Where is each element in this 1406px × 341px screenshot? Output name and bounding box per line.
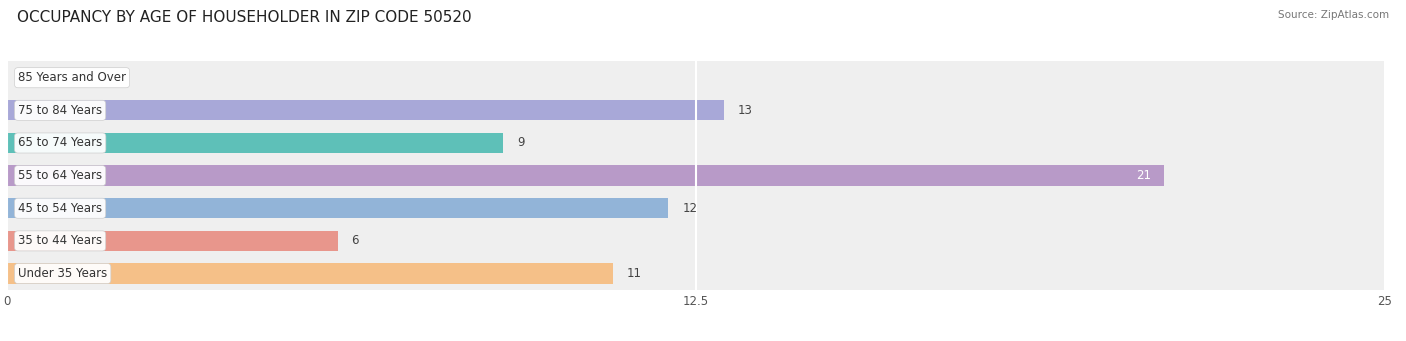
Text: 21: 21 <box>1136 169 1150 182</box>
Bar <box>7 133 503 153</box>
Text: 35 to 44 Years: 35 to 44 Years <box>18 234 103 247</box>
Text: 11: 11 <box>627 267 643 280</box>
Text: 12: 12 <box>682 202 697 215</box>
Text: 13: 13 <box>737 104 752 117</box>
Text: 6: 6 <box>352 234 359 247</box>
Text: 65 to 74 Years: 65 to 74 Years <box>18 136 103 149</box>
Bar <box>7 127 1385 159</box>
Text: 9: 9 <box>517 136 524 149</box>
Bar <box>7 159 1385 192</box>
Bar <box>7 100 724 120</box>
Text: Source: ZipAtlas.com: Source: ZipAtlas.com <box>1278 10 1389 20</box>
Bar <box>7 192 1385 225</box>
Text: 55 to 64 Years: 55 to 64 Years <box>18 169 103 182</box>
Bar <box>7 94 1385 127</box>
Bar <box>7 257 1385 290</box>
Text: 75 to 84 Years: 75 to 84 Years <box>18 104 103 117</box>
Text: 85 Years and Over: 85 Years and Over <box>18 71 127 84</box>
Text: 45 to 54 Years: 45 to 54 Years <box>18 202 103 215</box>
Text: OCCUPANCY BY AGE OF HOUSEHOLDER IN ZIP CODE 50520: OCCUPANCY BY AGE OF HOUSEHOLDER IN ZIP C… <box>17 10 471 25</box>
Bar <box>7 61 1385 94</box>
Text: 0: 0 <box>21 71 28 84</box>
Text: Under 35 Years: Under 35 Years <box>18 267 107 280</box>
Bar <box>7 225 1385 257</box>
Bar <box>7 231 337 251</box>
Bar <box>7 198 668 218</box>
Bar <box>7 263 613 284</box>
Bar <box>7 165 1164 186</box>
